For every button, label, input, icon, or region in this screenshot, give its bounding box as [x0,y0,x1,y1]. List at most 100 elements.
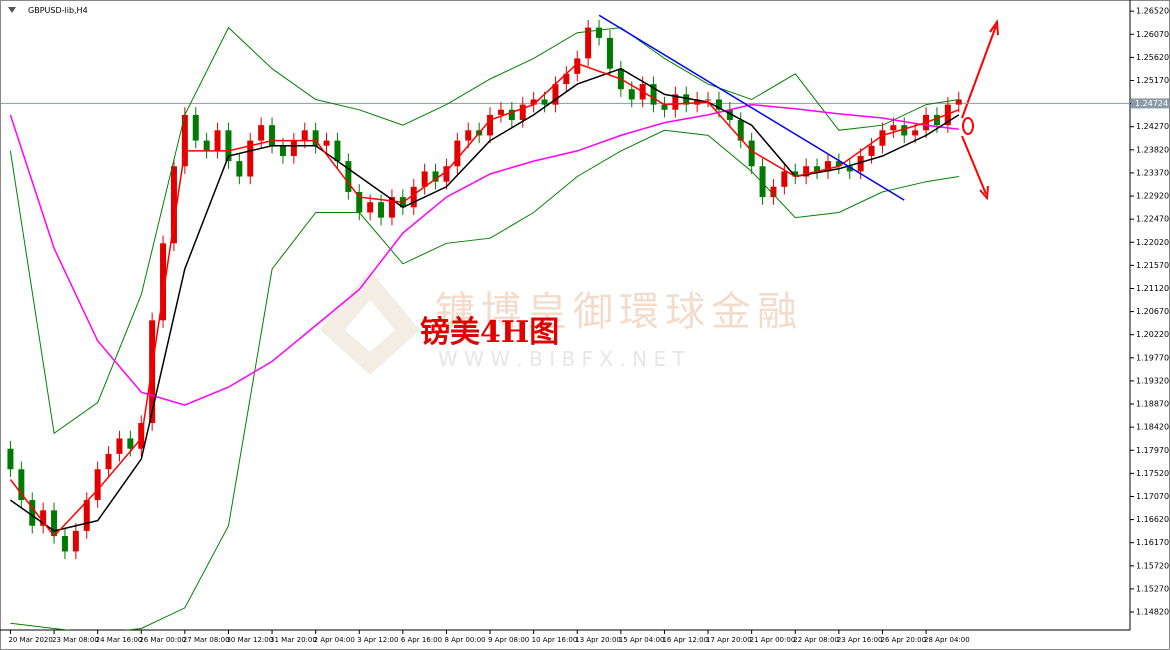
y-tick-label: 1.17070 [1136,492,1169,501]
candle-body [258,125,265,141]
y-tick-label: 1.24270 [1136,122,1169,131]
price-label: 1.24724 [1135,99,1168,108]
y-tick-label: 1.22920 [1136,192,1169,201]
candle-body [541,99,548,105]
x-tick-label: 24 Mar 16:00 [96,636,143,644]
indicator-line [9,26,959,435]
x-tick-label: 30 Mar 12:00 [226,636,273,644]
candle-body [356,191,363,213]
candle-body [803,166,810,177]
price-label-box [1131,98,1169,109]
candle-body [465,130,472,141]
candle-body [824,161,831,172]
candle-body [160,243,167,321]
y-tick-label: 1.16170 [1136,538,1169,547]
candle-body [814,166,821,172]
candle-body [552,84,559,105]
candle-body [530,99,537,105]
candle-body [454,140,461,167]
candle-body [835,161,842,167]
candle-body [715,99,722,110]
candle-body [737,120,744,141]
candle-body [857,155,864,172]
candle-body [72,530,79,552]
candle-body [781,171,788,187]
candle-body [312,130,319,146]
x-tick-label: 10 Apr 16:00 [532,636,578,644]
candle-body [192,114,199,141]
candle-body [105,453,112,470]
x-tick-label: 22 Apr 08:00 [793,636,839,644]
y-tick-label: 1.23820 [1136,145,1169,154]
y-tick-label: 1.23370 [1136,168,1169,177]
candle-body [770,186,777,198]
candle-body [650,84,657,105]
y-tick-label: 1.26520 [1136,7,1169,16]
x-tick-label: 20 Mar 2020 [8,636,52,644]
candle-body [214,130,221,151]
candle-body [247,140,254,177]
candle-body [846,166,853,172]
candle-body [29,500,36,526]
candle-body [519,104,526,121]
x-tick-label: 26 Mar 00:00 [139,636,186,644]
x-tick-label: 31 Mar 20:00 [270,636,317,644]
candle-body [901,125,908,136]
indicator-line [9,103,959,406]
candle-body [705,99,712,101]
y-tick-label: 1.25620 [1136,53,1169,62]
candle-body [497,109,504,115]
x-tick-label: 28 Apr 04:00 [924,636,970,644]
candle-body [585,27,592,59]
x-tick-label: 17 Apr 20:00 [706,636,752,644]
y-tick-label: 1.17520 [1136,469,1169,478]
candle-body [18,469,25,501]
watermark-url: W W W . B I B F X . N E T [438,347,685,371]
candle-body [94,469,101,501]
candle-body [116,438,123,454]
candle-body [323,140,330,146]
y-tick-label: 1.22020 [1136,238,1169,247]
candle-body [83,500,90,531]
y-tick-label: 1.21120 [1136,284,1169,293]
symbol-label: GBPUSD-lib,H4 [28,6,88,15]
y-tick-label: 1.25170 [1136,76,1169,85]
x-tick-label: 13 Apr 20:00 [575,636,621,644]
candle-body [574,58,581,74]
y-tick-label: 1.16620 [1136,515,1169,524]
candle-body [290,140,297,156]
x-tick-label: 26 Apr 20:00 [880,636,926,644]
trend-line [598,14,905,201]
y-tick-label: 1.18870 [1136,400,1169,409]
candle-body [334,140,341,162]
candle-body [61,536,68,552]
candle-body [879,130,886,146]
x-tick-label: 27 Mar 08:00 [183,636,230,644]
x-tick-label: 2 Apr 04:00 [314,636,355,644]
y-tick-label: 1.15270 [1136,584,1169,593]
candle-body [378,202,385,218]
candle-body [661,104,668,110]
candle-body [443,166,450,182]
candle-body [170,166,177,244]
watermark-text: 镛博皇御環球金融 [435,289,803,335]
y-tick-label: 1.15720 [1136,561,1169,570]
candle-body [127,438,134,449]
y-tick-label: 1.26070 [1136,30,1169,39]
candle-body [563,73,570,85]
y-tick-label: 1.21570 [1136,261,1169,270]
candle-body [279,145,286,156]
candle-body [181,114,188,167]
candle-body [7,448,14,470]
y-tick-label: 1.19320 [1136,376,1169,385]
candle-body [421,171,428,187]
candle-body [672,94,679,110]
indicator-line [9,62,960,538]
x-tick-label: 16 Apr 12:00 [662,636,708,644]
candle-body [955,99,962,105]
y-tick-label: 1.17970 [1136,446,1169,455]
y-tick-label: 1.14820 [1136,608,1169,617]
candle-body [236,161,243,177]
candle-body [301,130,308,141]
